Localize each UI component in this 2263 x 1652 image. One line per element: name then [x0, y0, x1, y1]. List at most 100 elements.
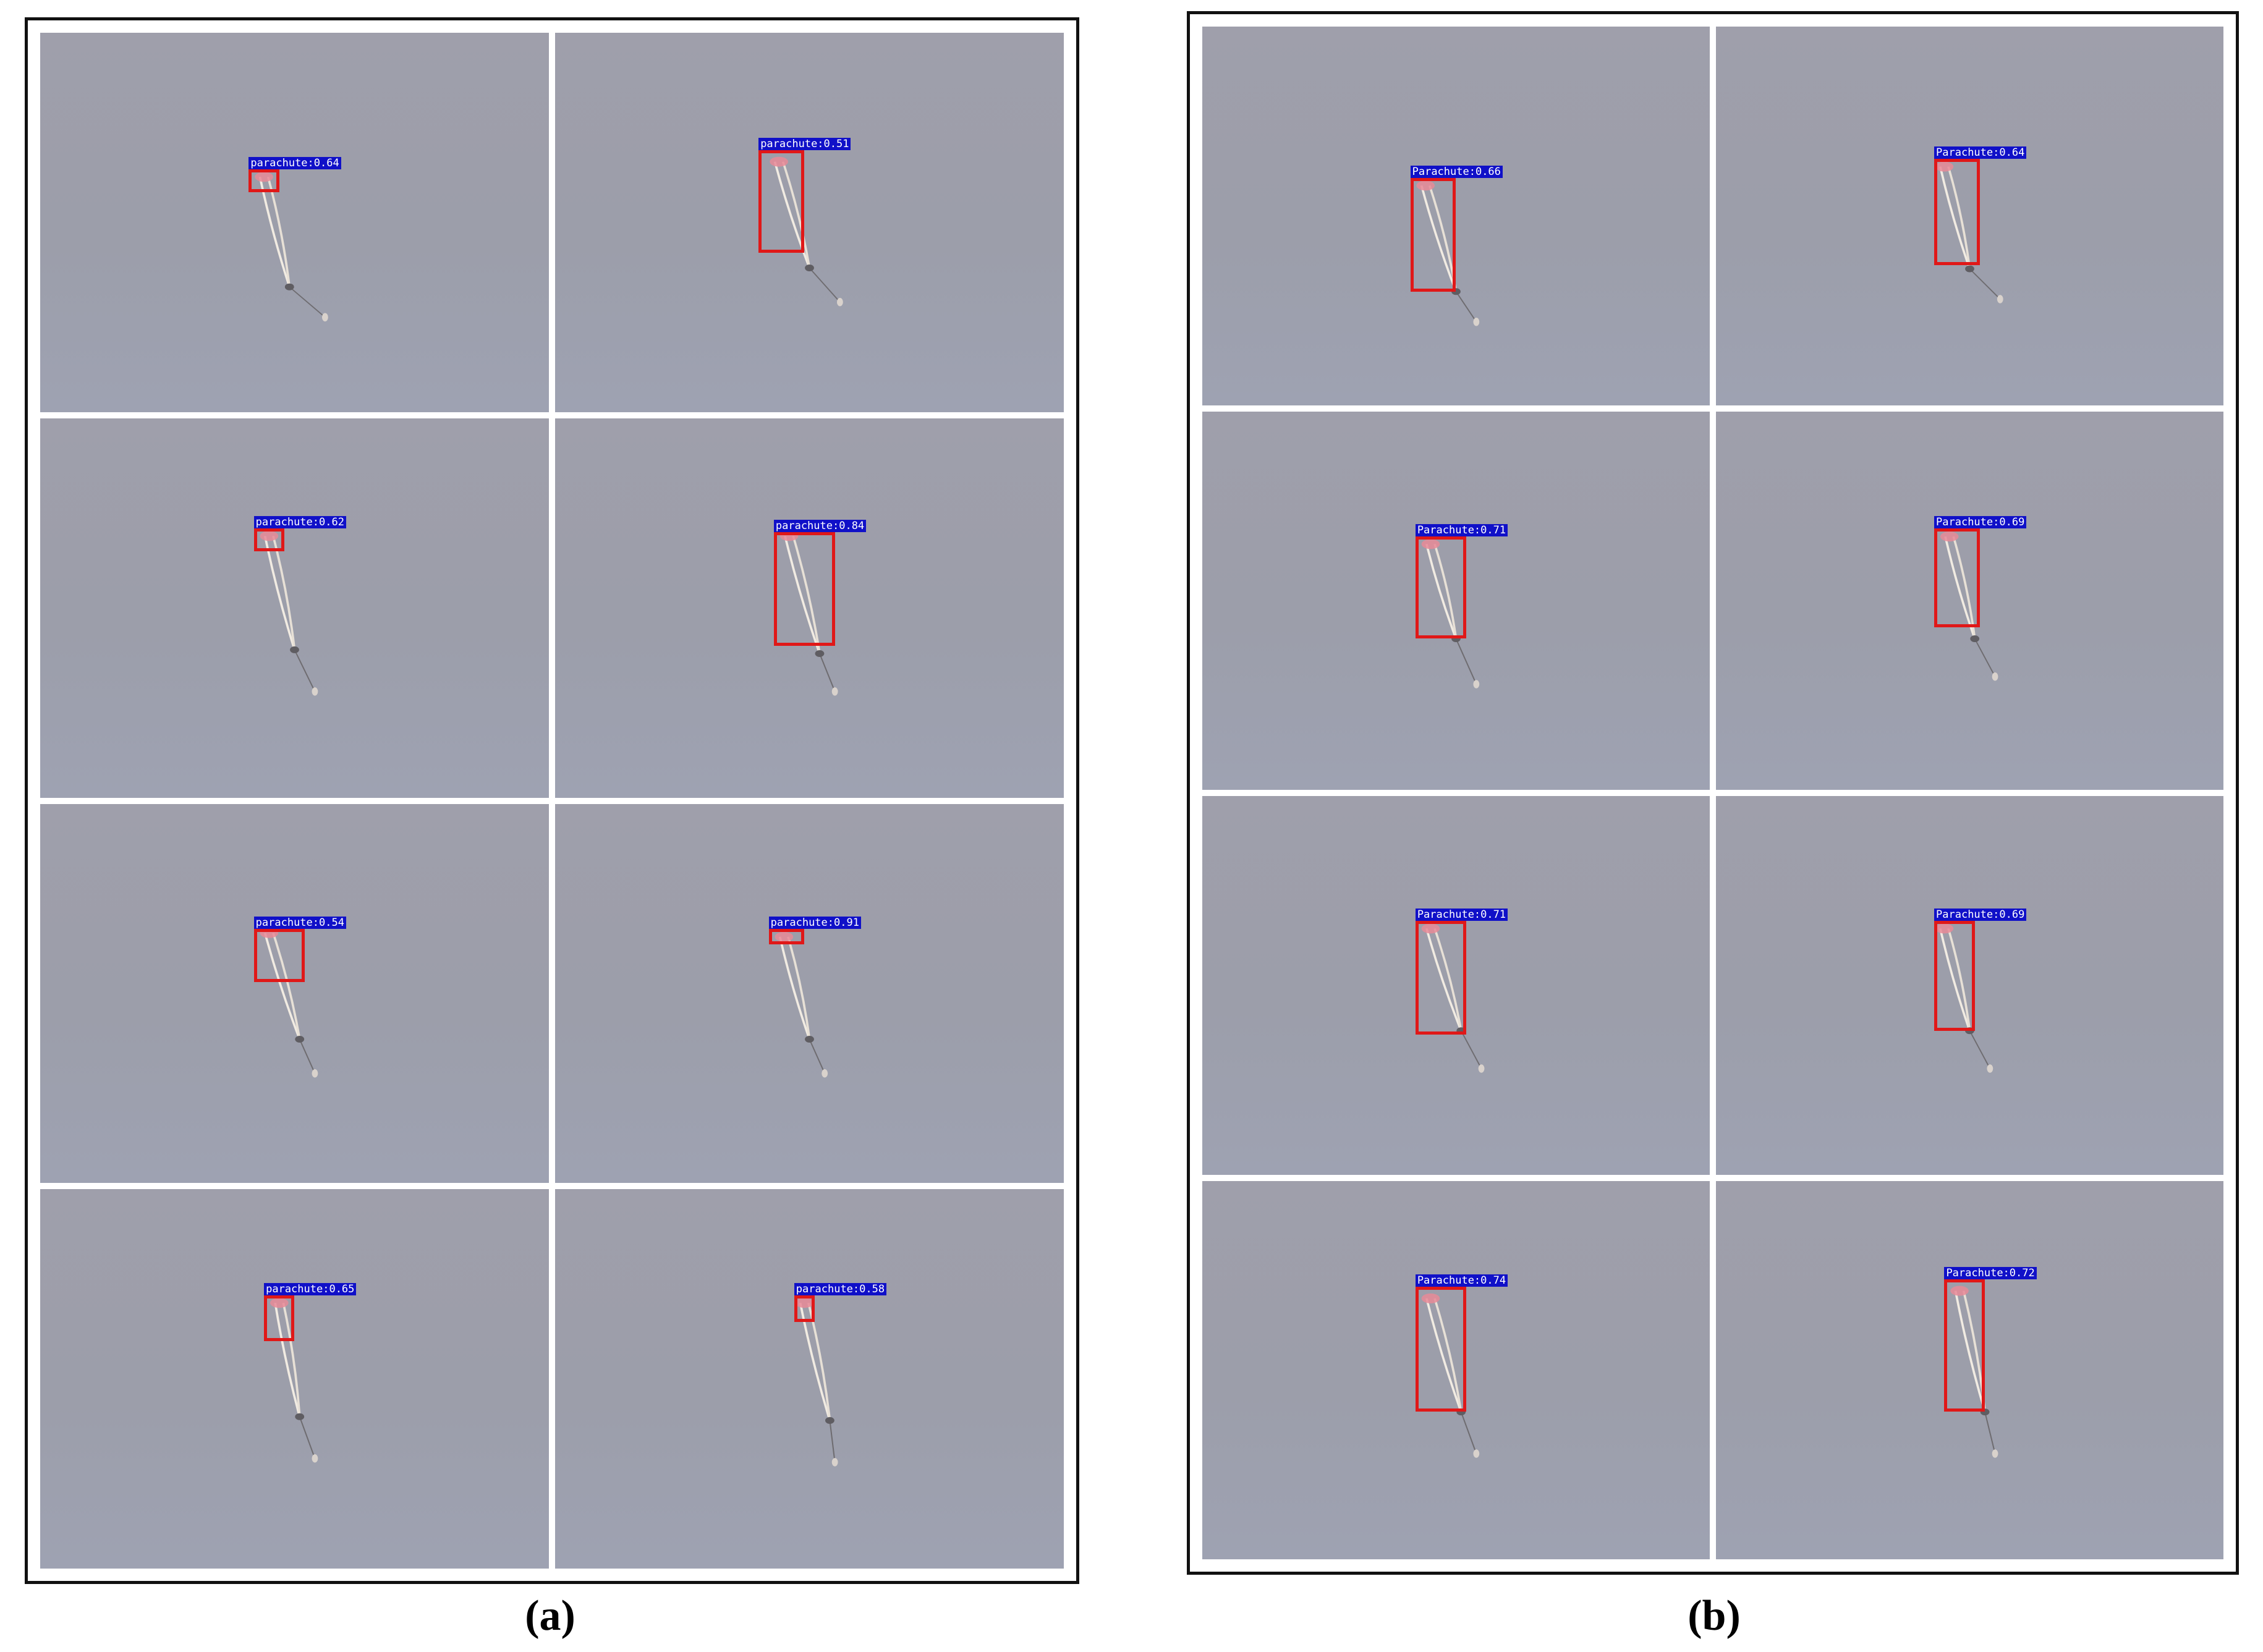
tether-line — [829, 1420, 836, 1463]
tether-line — [294, 649, 316, 692]
suspension-line — [784, 535, 821, 654]
detection-label: parachute:0.62 — [253, 515, 346, 528]
detection-label: Parachute:0.66 — [1410, 166, 1503, 178]
payload — [312, 1454, 318, 1463]
payload — [1965, 265, 1974, 273]
payload — [1478, 1064, 1485, 1073]
tether-line — [1969, 1030, 1991, 1069]
detection-box — [768, 929, 805, 944]
payload — [1992, 1449, 1998, 1458]
tether-line — [289, 286, 326, 318]
suspension-line — [1425, 543, 1458, 639]
video-frame: parachute:0.91 — [555, 803, 1064, 1184]
payload — [295, 1035, 305, 1043]
suspension-line — [781, 161, 811, 268]
video-frame: parachute:0.62 — [40, 418, 549, 798]
parachute-scene — [795, 1298, 838, 1467]
tether-line — [299, 1417, 316, 1459]
tether-line — [1969, 268, 2001, 300]
video-frame: Parachute:0.71 — [1202, 796, 1710, 1175]
suspension-line — [1420, 185, 1458, 292]
video-frame: Parachute:0.69 — [1716, 796, 2223, 1175]
frame-grid-a: parachute:0.64 parachute:0.51 parachute:0.… — [40, 33, 1064, 1569]
parachute-canopy — [770, 156, 788, 167]
parachute-scene — [779, 531, 838, 696]
parachute-canopy — [260, 531, 279, 541]
detection-box — [1415, 1287, 1466, 1412]
detection-label: parachute:0.54 — [253, 917, 346, 930]
parachute-scene — [770, 156, 843, 307]
tether-line — [299, 1038, 316, 1074]
parachute-canopy — [1421, 923, 1440, 934]
parachute-scene — [1421, 923, 1485, 1073]
detection-box — [794, 1295, 815, 1323]
video-frame: parachute:0.64 — [40, 33, 549, 412]
video-frame: Parachute:0.72 — [1716, 1180, 2223, 1559]
detection-label: parachute:0.64 — [248, 156, 341, 169]
suspension-line — [282, 1303, 301, 1417]
payload — [295, 1413, 305, 1421]
suspension-line — [799, 1303, 831, 1421]
video-frame: Parachute:0.71 — [1202, 411, 1710, 790]
parachute-canopy — [1935, 923, 1954, 934]
detection-box — [253, 929, 305, 982]
suspension-line — [778, 936, 811, 1040]
caption-a: (a) — [525, 1592, 575, 1640]
payload — [1987, 1064, 1993, 1073]
detection-box — [1934, 921, 1975, 1031]
detection-box — [253, 528, 285, 551]
suspension-line — [787, 936, 811, 1040]
parachute-canopy — [270, 1298, 289, 1308]
panel-a: parachute:0.64 parachute:0.51 parachute:0.… — [25, 17, 1079, 1584]
detection-box — [1415, 536, 1466, 638]
detection-label: Parachute:0.69 — [1934, 909, 2027, 921]
video-frame: Parachute:0.64 — [1716, 27, 2223, 405]
suspension-line — [258, 177, 291, 287]
detection-box — [773, 532, 835, 646]
video-frame: parachute:0.54 — [40, 803, 549, 1184]
payload — [290, 646, 299, 653]
suspension-line — [1939, 166, 1971, 269]
suspension-line — [274, 1303, 301, 1417]
detection-label: Parachute:0.74 — [1415, 1274, 1508, 1287]
detection-box — [1415, 921, 1466, 1035]
detection-box — [264, 1295, 295, 1341]
suspension-line — [272, 535, 296, 650]
tether-line — [818, 653, 836, 692]
detection-box — [1934, 159, 1980, 265]
video-frame: Parachute:0.69 — [1716, 411, 2223, 790]
suspension-line — [773, 161, 811, 268]
detection-label: parachute:0.84 — [773, 519, 867, 532]
detection-label: parachute:0.58 — [794, 1283, 887, 1296]
caption-b: (b) — [1688, 1592, 1741, 1640]
tether-line — [809, 268, 841, 303]
parachute-canopy — [1416, 180, 1435, 191]
video-frame: Parachute:0.66 — [1202, 27, 1710, 405]
suspension-line — [1433, 1298, 1463, 1412]
parachute-scene — [1935, 161, 2003, 303]
detection-label: Parachute:0.64 — [1934, 146, 2027, 159]
suspension-line — [266, 176, 291, 287]
payload — [822, 1069, 828, 1078]
payload — [831, 687, 838, 696]
parachute-canopy — [1940, 531, 1959, 541]
frame-grid-b: Parachute:0.66 Parachute:0.64 Parachute:0.… — [1202, 27, 2223, 1559]
tether-line — [1455, 638, 1477, 684]
detection-box — [1944, 1279, 1985, 1412]
detection-label: parachute:0.91 — [768, 917, 861, 930]
parachute-scene — [255, 172, 328, 322]
payload — [312, 1069, 318, 1078]
suspension-line — [1433, 928, 1463, 1031]
detection-label: Parachute:0.71 — [1415, 523, 1508, 536]
parachute-canopy — [1421, 1293, 1440, 1303]
tether-line — [1460, 1030, 1482, 1069]
parachute-canopy — [1421, 538, 1440, 549]
suspension-line — [272, 932, 301, 1040]
tether-line — [1984, 1411, 1996, 1454]
suspension-line — [1425, 928, 1463, 1031]
parachute-scene — [260, 928, 318, 1078]
detection-label: parachute:0.51 — [758, 138, 851, 151]
suspension-line — [1947, 166, 1971, 269]
tether-line — [1455, 291, 1477, 323]
payload — [805, 1035, 814, 1043]
